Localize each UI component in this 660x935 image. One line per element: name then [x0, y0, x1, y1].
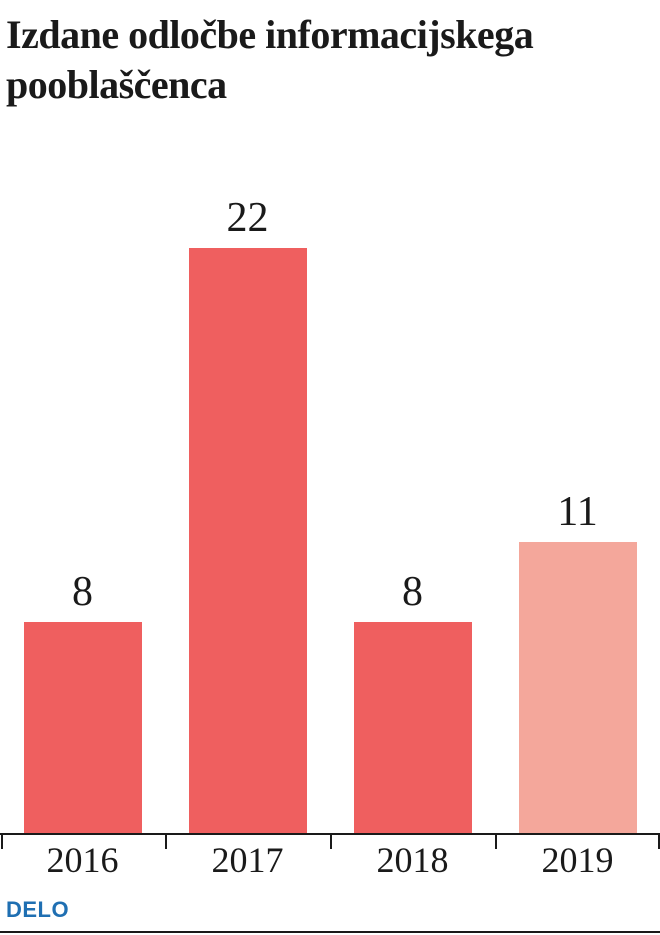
bar — [189, 248, 307, 835]
bar-value-label: 8 — [330, 568, 495, 616]
bar — [519, 542, 637, 835]
x-tick-label: 2017 — [165, 839, 330, 887]
x-tick-label: 2019 — [495, 839, 660, 887]
x-axis-labels: 2016201720182019 — [0, 839, 660, 887]
bar — [24, 622, 142, 835]
bar-slot: 22 — [165, 195, 330, 835]
chart-container: Izdane odločbe informacijskega pooblašče… — [0, 0, 660, 935]
plot-area: 822811 — [0, 195, 660, 835]
bar-value-label: 22 — [165, 194, 330, 242]
bar-value-label: 11 — [495, 488, 660, 536]
chart-title: Izdane odločbe informacijskega pooblašče… — [6, 10, 654, 110]
bars-group: 822811 — [0, 195, 660, 835]
bottom-rule — [0, 931, 660, 933]
bar-slot: 8 — [330, 195, 495, 835]
x-tick-label: 2018 — [330, 839, 495, 887]
bar-slot: 11 — [495, 195, 660, 835]
bar — [354, 622, 472, 835]
bar-value-label: 8 — [0, 568, 165, 616]
x-tick-label: 2016 — [0, 839, 165, 887]
bar-slot: 8 — [0, 195, 165, 835]
source-label: DELO — [6, 897, 69, 923]
